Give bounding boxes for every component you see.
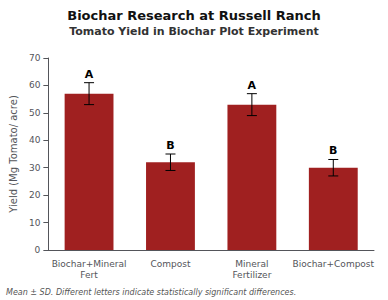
svg-text:B: B — [166, 139, 174, 152]
svg-text:A: A — [248, 79, 257, 92]
svg-text:Compost: Compost — [150, 259, 190, 269]
svg-text:50: 50 — [29, 108, 41, 118]
svg-text:20: 20 — [29, 190, 41, 200]
svg-text:Mean ± SD. Different letters i: Mean ± SD. Different letters indicate st… — [6, 288, 296, 297]
svg-text:0: 0 — [35, 245, 41, 255]
svg-text:Tomato Yield in Biochar Plot E: Tomato Yield in Biochar Plot Experiment — [69, 25, 319, 38]
svg-text:10: 10 — [29, 218, 41, 228]
svg-text:70: 70 — [29, 53, 41, 63]
svg-text:A: A — [85, 68, 94, 81]
svg-text:Fert: Fert — [80, 270, 98, 280]
svg-text:B: B — [329, 144, 337, 157]
svg-text:Yield (Mg Tomato/ acre): Yield (Mg Tomato/ acre) — [8, 95, 19, 214]
svg-text:Biochar Research at Russell Ra: Biochar Research at Russell Ranch — [67, 8, 321, 23]
svg-text:Biochar+Compost: Biochar+Compost — [292, 259, 374, 269]
svg-text:Biochar+Mineral: Biochar+Mineral — [52, 259, 127, 269]
svg-text:Mineral: Mineral — [235, 259, 268, 269]
svg-text:60: 60 — [29, 80, 41, 90]
svg-text:40: 40 — [29, 135, 41, 145]
svg-text:30: 30 — [29, 163, 41, 173]
svg-text:Fertilizer: Fertilizer — [232, 270, 271, 280]
